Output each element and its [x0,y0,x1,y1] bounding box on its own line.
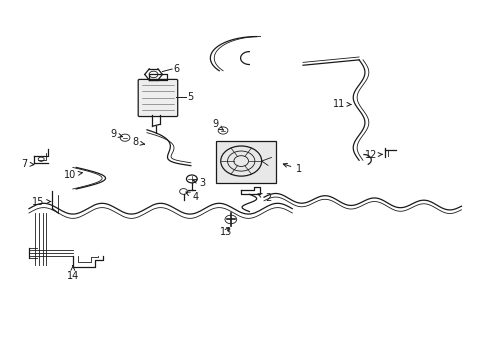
Text: 13: 13 [220,227,232,237]
Text: 12: 12 [364,150,382,160]
Bar [216,141,275,183]
Text: 9: 9 [212,120,223,130]
Text: 5: 5 [186,92,193,102]
Text: 11: 11 [332,99,350,109]
Text: 9: 9 [110,129,122,139]
Text: 3: 3 [192,178,205,188]
FancyBboxPatch shape [138,80,177,117]
Text: 10: 10 [64,170,82,180]
Text: 6: 6 [173,64,179,74]
Text: 15: 15 [32,197,50,207]
Text: 7: 7 [21,159,34,169]
Text: 14: 14 [66,266,79,281]
Text: 4: 4 [185,192,198,202]
Text: 8: 8 [132,138,144,147]
Text: 1: 1 [283,163,302,174]
Text: 2: 2 [257,193,271,203]
